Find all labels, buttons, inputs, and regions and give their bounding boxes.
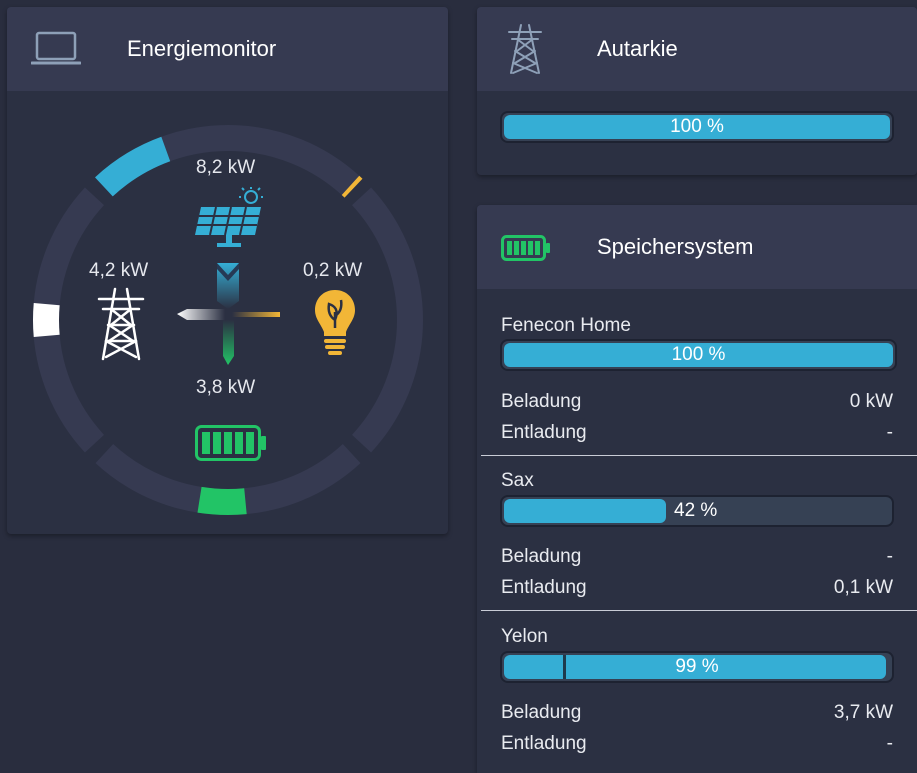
autarky-title: Autarkie [597, 36, 678, 61]
ring-grid-segment [33, 303, 60, 337]
device-name: Sax [501, 470, 534, 491]
discharge-value: 0,1 kW [833, 577, 893, 598]
device-name: Fenecon Home [501, 315, 631, 336]
autarky-percent: 100 % [670, 116, 724, 137]
discharge-label: Entladung [501, 733, 587, 754]
discharge-value: - [886, 422, 893, 443]
battery-icon [195, 425, 266, 461]
energy-monitor-card: Energiemonitor [7, 7, 448, 534]
laptop-icon [31, 31, 81, 65]
grid-arrow [177, 309, 225, 320]
device-name: Yelon [501, 626, 548, 647]
device-soc-fill [504, 499, 667, 523]
device-soc-bar: 42 % [500, 495, 894, 527]
autarky-header[interactable]: Autarkie [477, 7, 917, 91]
production-value: 8,2 kW [196, 157, 256, 178]
grid-value: 4,2 kW [89, 260, 149, 281]
device-soc-percent: 100 % [671, 344, 726, 365]
device-soc-fill [504, 655, 887, 679]
charge-value: 3,7 kW [833, 702, 893, 723]
storage-arrow [223, 320, 234, 365]
ring-production-segment [95, 136, 171, 197]
solar-panel-icon [195, 187, 263, 247]
charge-label: Beladung [501, 546, 582, 567]
device-soc-fill [504, 343, 893, 367]
consumption-value: 0,2 kW [303, 260, 363, 281]
storage-system-title: Speichersystem [597, 234, 754, 259]
battery-icon [501, 235, 550, 261]
storage-system-header[interactable]: Speichersystem [477, 205, 917, 289]
charge-value: - [886, 546, 893, 567]
device-soc-percent: 42 % [674, 500, 718, 521]
energy-flow-diagram [33, 125, 423, 515]
ring-right-quadrant [351, 187, 423, 453]
device-soc-bar: 99 % [500, 651, 894, 683]
energy-monitor-header[interactable]: Energiemonitor [7, 7, 448, 91]
device-soc-percent: 99 % [675, 656, 719, 677]
autarky-progress-bar: 100 % [500, 111, 894, 143]
autarky-card: Autarkie 100 % [477, 7, 917, 175]
charge-label: Beladung [501, 391, 582, 412]
device-soc-marker [563, 655, 566, 679]
device-soc-bar: 100 % [500, 339, 897, 371]
charge-label: Beladung [501, 702, 582, 723]
storage-system-card: Speichersystem Fenecon Home 100 % Beladu… [477, 205, 917, 773]
ring-storage-segment [197, 486, 247, 515]
discharge-label: Entladung [501, 577, 587, 598]
energy-monitor-title: Energiemonitor [127, 36, 277, 61]
power-tower-icon [508, 24, 542, 74]
ring-consumption-segment [341, 175, 363, 198]
discharge-value: - [886, 733, 893, 754]
autarky-progress-fill [504, 115, 890, 139]
discharge-label: Entladung [501, 422, 587, 443]
lightbulb-icon [315, 290, 355, 355]
flow-arrows [177, 263, 280, 365]
storage-value: 3,8 kW [196, 377, 256, 398]
charge-value: 0 kW [849, 391, 893, 412]
device-divider [481, 610, 917, 611]
grid-tower-icon [97, 287, 145, 361]
consumption-arrow [232, 312, 280, 317]
device-divider [481, 455, 917, 456]
production-arrow-tip [217, 263, 239, 281]
